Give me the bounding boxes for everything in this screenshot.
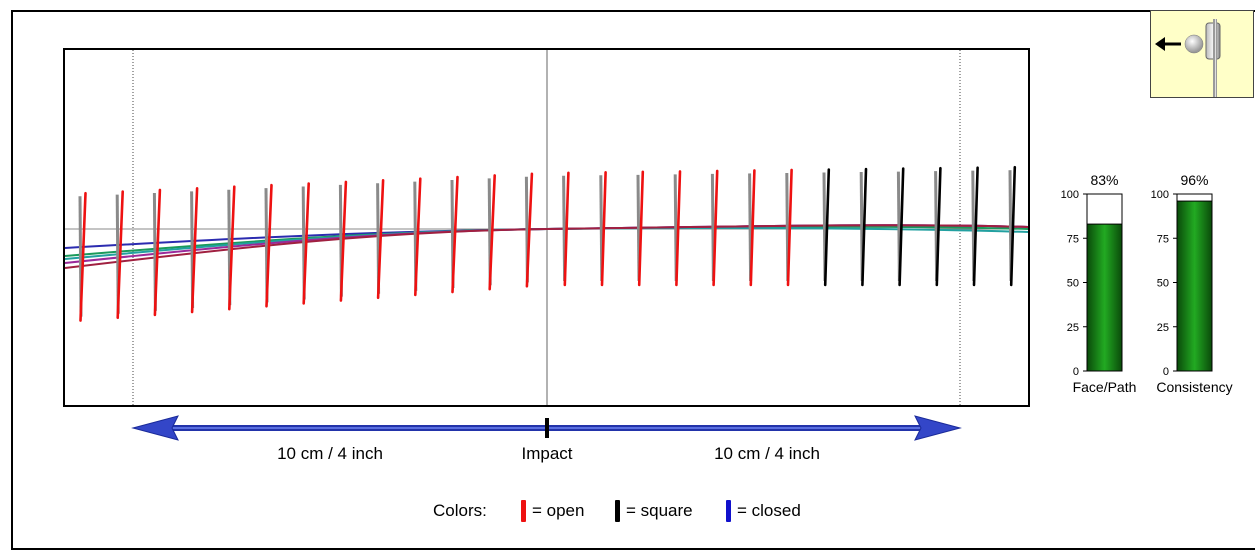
putter-ball-arrow-icon[interactable] <box>1150 10 1254 98</box>
face-mark <box>153 188 162 317</box>
gauge-tick-label: 75 <box>1067 233 1079 245</box>
gauge-tick-label: 25 <box>1067 322 1079 334</box>
gauge-category-label: Face/Path <box>1073 379 1137 395</box>
face-mark <box>79 191 87 322</box>
face-mark <box>786 168 793 287</box>
face-mark <box>972 166 979 287</box>
face-mark <box>339 180 348 302</box>
face-mark <box>228 185 236 311</box>
legend-closed-label: = closed <box>737 501 801 520</box>
face-mark <box>376 178 385 300</box>
legend-open-label: = open <box>532 501 584 520</box>
face-mark <box>413 177 422 297</box>
face-marks <box>78 165 1017 322</box>
face-mark <box>823 168 831 287</box>
face-mark <box>600 170 607 287</box>
face-mark <box>712 169 719 287</box>
path-line <box>64 224 1029 269</box>
gauge-tick-label: 25 <box>1157 322 1169 334</box>
gauge-value-label: 96% <box>1180 172 1208 188</box>
face-mark <box>563 171 570 287</box>
face-mark <box>302 182 311 305</box>
legend-closed-swatch <box>726 500 731 522</box>
gauge-bar <box>1086 223 1123 372</box>
face-mark <box>451 175 459 294</box>
face-mark <box>265 183 273 308</box>
gauge-tick-label: 50 <box>1157 278 1169 290</box>
face-mark <box>749 169 756 287</box>
gauge-tick-label: 75 <box>1157 233 1169 245</box>
face-mark <box>675 170 682 287</box>
bar-gauges: 100 75 50 25 0 83% Face/Path 100 75 50 25 0 96% Consi… <box>1061 172 1233 395</box>
face-mark <box>637 170 645 287</box>
gauge-bar <box>1176 200 1213 372</box>
face-mark <box>1009 165 1017 287</box>
path-lines <box>64 224 1029 269</box>
face-mark <box>116 190 124 320</box>
legend-open-swatch <box>521 500 526 522</box>
gauge-tick-label: 0 <box>1073 366 1079 378</box>
gauge-category-label: Consistency <box>1156 379 1232 395</box>
legend-prefix: Colors: <box>433 501 487 520</box>
gauge-value-label: 83% <box>1090 172 1118 188</box>
gauge-tick-label: 100 <box>1151 189 1169 201</box>
face-mark <box>190 187 199 314</box>
legend-square-label: = square <box>626 501 693 520</box>
left-distance-label: 10 cm / 4 inch <box>277 444 383 463</box>
legend-square-swatch <box>615 500 620 522</box>
putter-icon-graphic <box>1155 19 1221 97</box>
gauge-tick-label: 100 <box>1061 189 1079 201</box>
distance-arrow <box>131 415 962 441</box>
gauge-tick-label: 50 <box>1067 278 1079 290</box>
face-mark <box>898 167 905 287</box>
gauge-tick-label: 0 <box>1163 366 1169 378</box>
face-mark <box>525 172 534 288</box>
right-distance-label: 10 cm / 4 inch <box>714 444 820 463</box>
impact-label: Impact <box>521 444 572 463</box>
face-mark <box>488 174 497 291</box>
face-mark <box>935 166 942 287</box>
color-legend: Colors: = open = square = closed <box>433 500 801 522</box>
face-mark <box>861 167 868 287</box>
